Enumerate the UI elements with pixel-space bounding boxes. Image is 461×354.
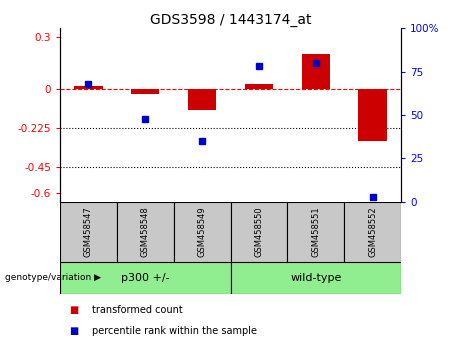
- Text: genotype/variation ▶: genotype/variation ▶: [5, 273, 100, 282]
- Text: GSM458550: GSM458550: [254, 206, 263, 257]
- Bar: [117, 202, 174, 262]
- Text: transformed count: transformed count: [92, 305, 183, 315]
- Text: GSM458551: GSM458551: [311, 206, 320, 257]
- Bar: [230, 202, 287, 262]
- Bar: [131, 89, 160, 94]
- Bar: [60, 202, 117, 262]
- Text: ■: ■: [69, 305, 78, 315]
- Bar: [245, 84, 273, 89]
- Text: percentile rank within the sample: percentile rank within the sample: [92, 326, 257, 336]
- Text: p300 +/-: p300 +/-: [121, 273, 170, 283]
- Bar: [358, 89, 387, 141]
- Text: GSM458548: GSM458548: [141, 206, 150, 257]
- Bar: [301, 54, 330, 89]
- Text: GSM458552: GSM458552: [368, 206, 377, 257]
- Bar: [60, 262, 230, 294]
- Title: GDS3598 / 1443174_at: GDS3598 / 1443174_at: [150, 13, 311, 27]
- Text: GSM458549: GSM458549: [198, 206, 207, 257]
- Bar: [287, 202, 344, 262]
- Bar: [344, 202, 401, 262]
- Bar: [230, 262, 401, 294]
- Bar: [74, 86, 102, 89]
- Bar: [174, 202, 230, 262]
- Text: GSM458547: GSM458547: [84, 206, 93, 257]
- Bar: [188, 89, 216, 110]
- Text: ■: ■: [69, 326, 78, 336]
- Text: wild-type: wild-type: [290, 273, 342, 283]
